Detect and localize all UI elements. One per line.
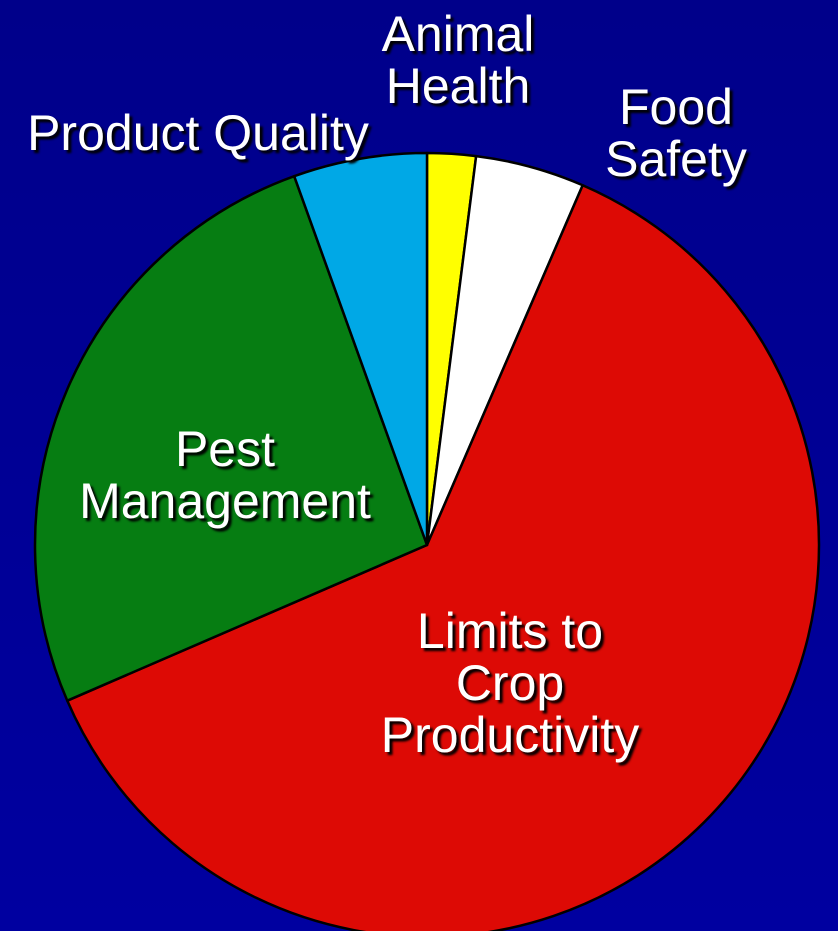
slice-label: Pest Management: [79, 421, 371, 529]
pie-slice: [292, 151, 429, 547]
slice-label: Food Safety: [605, 79, 747, 187]
slice-label: Animal Health: [381, 6, 535, 114]
pie-slice: [65, 183, 821, 931]
pie-slice: [33, 174, 429, 702]
slice-label: Limits to Crop Productivity: [380, 603, 640, 763]
slice-label: Product Quality: [27, 105, 369, 161]
